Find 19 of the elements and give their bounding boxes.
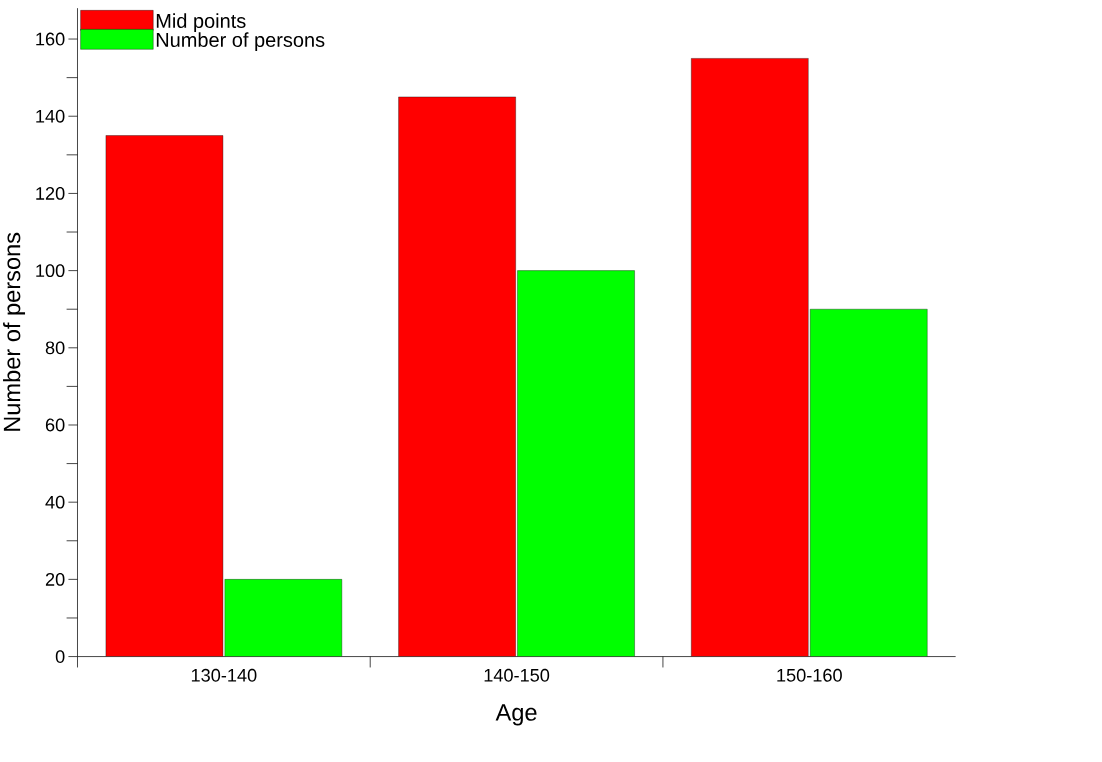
x-tick-label: 130-140 xyxy=(191,668,257,682)
x-axis-title: Age xyxy=(495,704,537,726)
x-tick-label: 140-150 xyxy=(484,668,550,682)
y-tick-label: 20 xyxy=(45,573,65,586)
y-tick-label: 60 xyxy=(45,418,65,432)
y-tick-label: 120 xyxy=(36,187,65,200)
y-tick-label: 140 xyxy=(36,109,65,123)
y-tick-label: 80 xyxy=(45,341,65,355)
bar xyxy=(105,135,223,657)
bar xyxy=(398,96,516,657)
y-axis-title: Number of persons xyxy=(3,232,26,431)
legend-label: Number of persons xyxy=(156,32,325,51)
y-tick-label: 100 xyxy=(36,264,65,278)
y-tick-label: 0 xyxy=(55,650,65,664)
legend-label: Mid points xyxy=(156,13,246,32)
bar xyxy=(691,58,809,657)
x-tick-label: 150-160 xyxy=(777,668,842,682)
y-tick-label: 160 xyxy=(36,32,65,46)
y-tick-label: 40 xyxy=(45,495,65,509)
